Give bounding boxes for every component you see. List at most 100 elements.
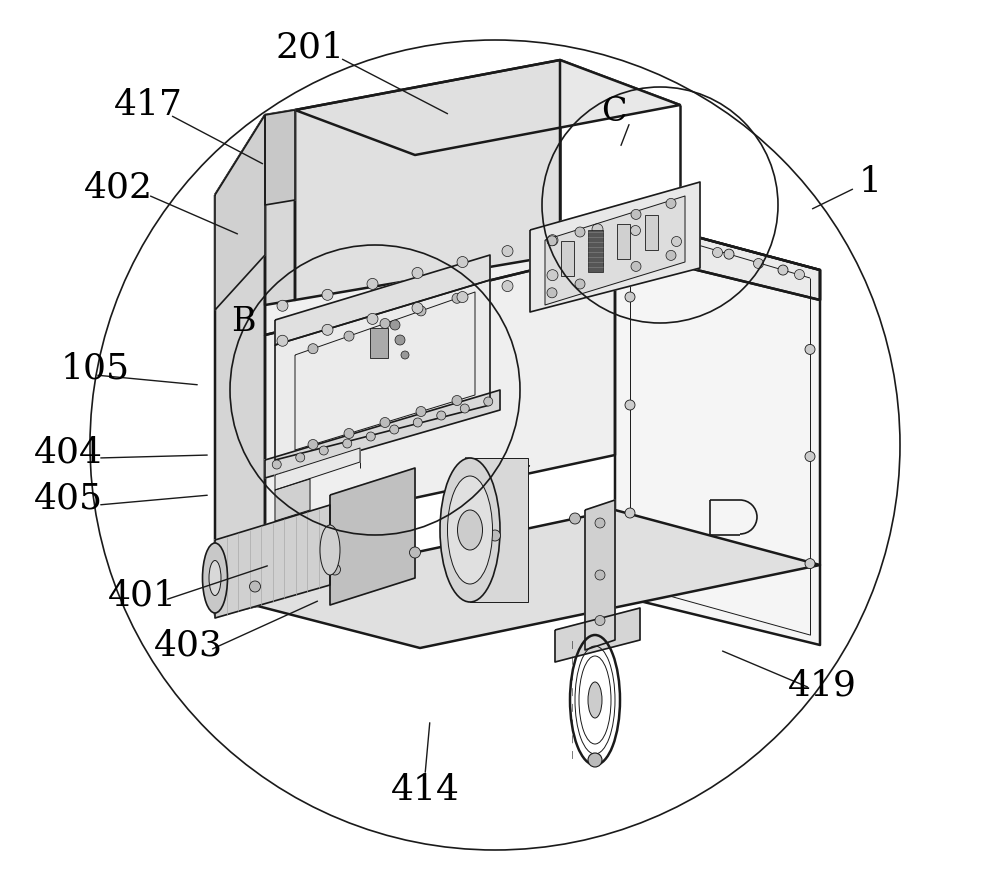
Circle shape bbox=[595, 518, 605, 528]
Text: 417: 417 bbox=[114, 88, 182, 122]
Circle shape bbox=[322, 289, 333, 300]
Bar bbox=[588, 230, 603, 272]
Circle shape bbox=[631, 209, 641, 219]
Circle shape bbox=[754, 259, 764, 268]
Circle shape bbox=[631, 261, 641, 272]
Circle shape bbox=[672, 237, 682, 246]
Bar bbox=[645, 215, 658, 250]
Polygon shape bbox=[330, 468, 415, 605]
Polygon shape bbox=[555, 608, 640, 662]
Circle shape bbox=[277, 300, 288, 311]
Circle shape bbox=[322, 324, 333, 335]
Circle shape bbox=[547, 287, 557, 298]
Text: 1: 1 bbox=[858, 165, 882, 199]
Circle shape bbox=[778, 265, 788, 275]
Circle shape bbox=[805, 451, 815, 462]
Circle shape bbox=[413, 418, 422, 427]
Circle shape bbox=[712, 247, 722, 258]
Bar bbox=[370, 328, 388, 358]
Polygon shape bbox=[265, 390, 500, 478]
Ellipse shape bbox=[588, 682, 602, 718]
Text: 401: 401 bbox=[108, 578, 176, 612]
Circle shape bbox=[308, 344, 318, 354]
Text: B: B bbox=[231, 306, 255, 338]
Circle shape bbox=[343, 439, 352, 448]
Circle shape bbox=[595, 616, 605, 625]
Polygon shape bbox=[265, 250, 615, 530]
Ellipse shape bbox=[209, 561, 221, 596]
Polygon shape bbox=[215, 115, 265, 615]
Circle shape bbox=[634, 223, 644, 233]
Text: 414: 414 bbox=[390, 773, 460, 807]
Ellipse shape bbox=[458, 510, 482, 550]
Circle shape bbox=[502, 246, 513, 257]
Circle shape bbox=[390, 425, 399, 434]
Circle shape bbox=[452, 294, 462, 303]
Bar bbox=[617, 224, 630, 259]
Polygon shape bbox=[265, 110, 295, 305]
Circle shape bbox=[410, 547, 420, 558]
Circle shape bbox=[367, 279, 378, 289]
Polygon shape bbox=[215, 510, 820, 648]
Circle shape bbox=[595, 570, 605, 580]
Text: 405: 405 bbox=[33, 481, 103, 515]
Circle shape bbox=[452, 395, 462, 406]
Circle shape bbox=[319, 446, 328, 455]
Text: 201: 201 bbox=[276, 31, 344, 65]
Circle shape bbox=[412, 302, 423, 314]
Polygon shape bbox=[275, 255, 490, 345]
Polygon shape bbox=[215, 505, 330, 618]
Circle shape bbox=[724, 249, 734, 260]
Bar bbox=[561, 241, 574, 276]
Text: 404: 404 bbox=[34, 435, 103, 469]
Circle shape bbox=[296, 453, 305, 462]
Polygon shape bbox=[215, 115, 265, 310]
Circle shape bbox=[308, 440, 318, 449]
Bar bbox=[470, 458, 528, 602]
Circle shape bbox=[547, 234, 558, 246]
Text: 403: 403 bbox=[153, 628, 223, 662]
Circle shape bbox=[412, 267, 423, 279]
Circle shape bbox=[457, 292, 468, 302]
Circle shape bbox=[631, 226, 640, 235]
Circle shape bbox=[575, 227, 585, 237]
Circle shape bbox=[250, 581, 260, 592]
Circle shape bbox=[437, 411, 446, 420]
Circle shape bbox=[679, 236, 689, 246]
Polygon shape bbox=[295, 60, 680, 155]
Circle shape bbox=[367, 314, 378, 324]
Ellipse shape bbox=[202, 543, 228, 613]
Circle shape bbox=[457, 257, 468, 267]
Polygon shape bbox=[545, 196, 685, 305]
Circle shape bbox=[592, 224, 603, 235]
Polygon shape bbox=[615, 215, 820, 300]
Ellipse shape bbox=[448, 476, 492, 584]
Circle shape bbox=[484, 397, 493, 406]
Circle shape bbox=[794, 269, 804, 280]
Circle shape bbox=[416, 306, 426, 316]
Text: 105: 105 bbox=[60, 351, 130, 385]
Circle shape bbox=[547, 270, 558, 280]
Circle shape bbox=[366, 432, 375, 441]
Circle shape bbox=[575, 279, 585, 289]
Circle shape bbox=[401, 351, 409, 359]
Circle shape bbox=[344, 429, 354, 438]
Circle shape bbox=[395, 335, 405, 345]
Circle shape bbox=[625, 508, 635, 518]
Circle shape bbox=[592, 259, 603, 270]
Polygon shape bbox=[265, 215, 615, 335]
Circle shape bbox=[588, 753, 602, 767]
Circle shape bbox=[380, 319, 390, 328]
Circle shape bbox=[547, 236, 557, 246]
Circle shape bbox=[502, 280, 513, 292]
Ellipse shape bbox=[440, 458, 500, 602]
Text: C: C bbox=[601, 96, 627, 128]
Polygon shape bbox=[295, 60, 560, 300]
Circle shape bbox=[277, 335, 288, 347]
Circle shape bbox=[666, 199, 676, 208]
Circle shape bbox=[344, 331, 354, 341]
Polygon shape bbox=[265, 110, 295, 205]
Circle shape bbox=[625, 400, 635, 410]
Circle shape bbox=[272, 460, 281, 469]
Polygon shape bbox=[275, 479, 310, 521]
